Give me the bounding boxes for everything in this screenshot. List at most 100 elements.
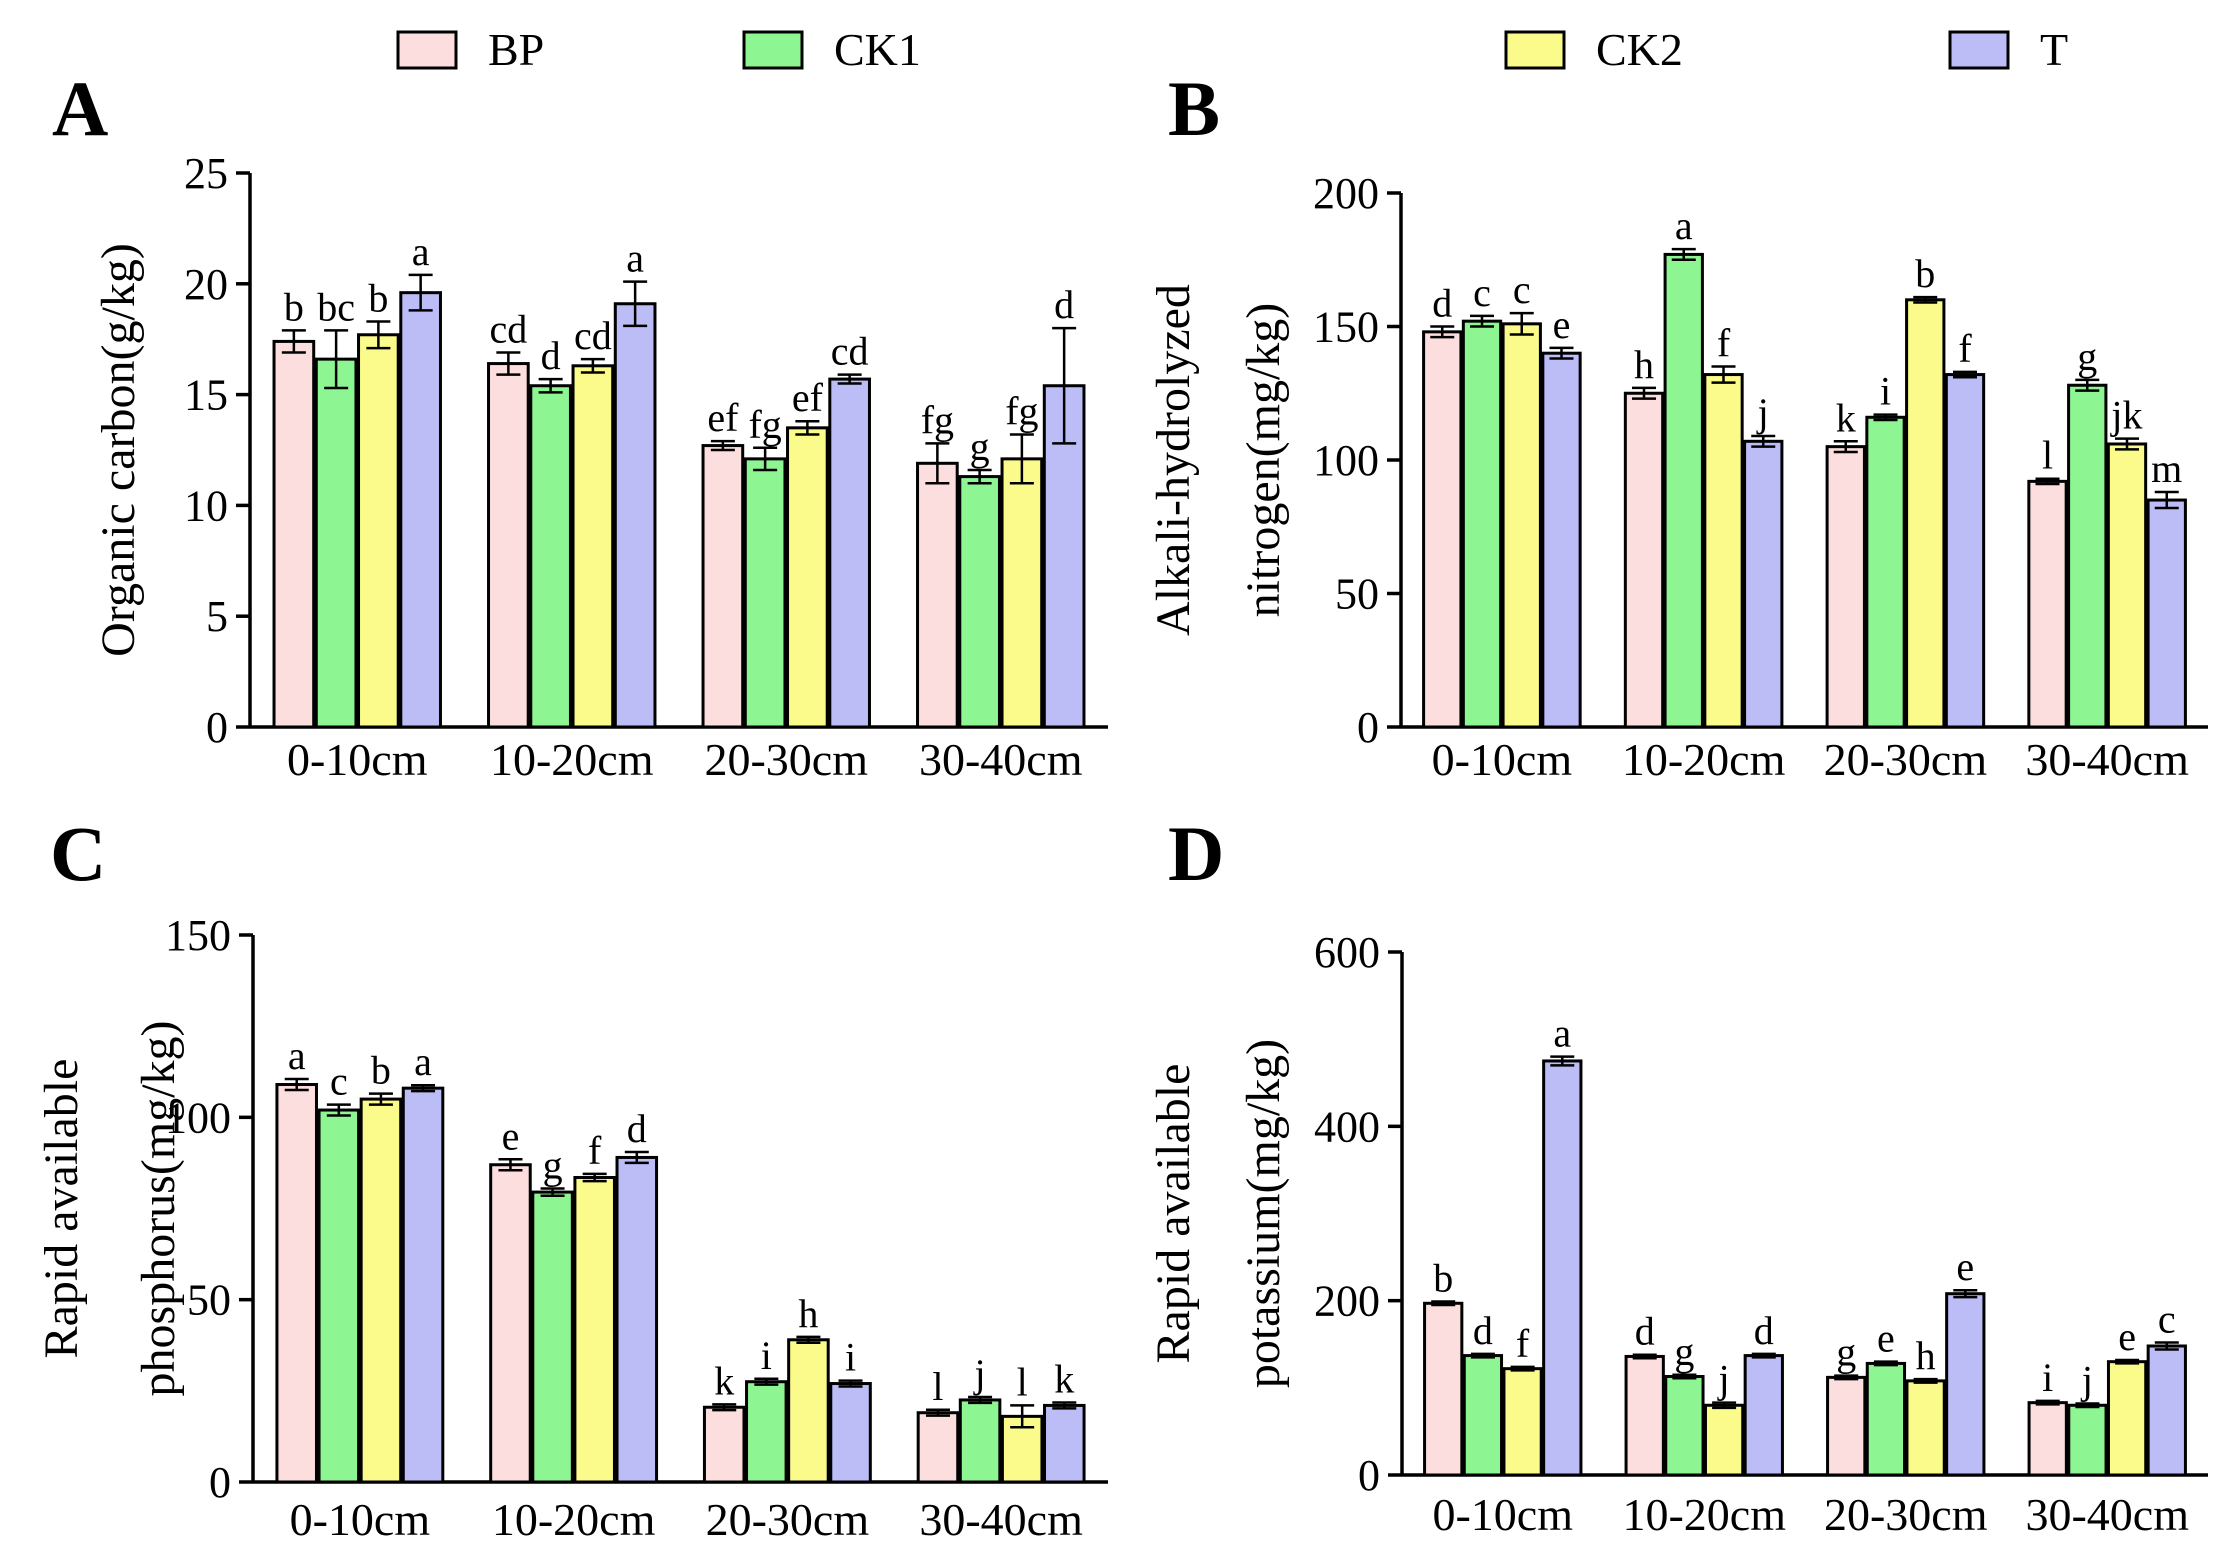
significance-label: e [2118,1314,2136,1359]
significance-label: g [1674,1329,1694,1374]
y-tick-label: 0 [1358,1451,1380,1500]
significance-label: l [1017,1359,1028,1404]
bar-bp [275,1083,318,1484]
bar-t [401,1086,445,1484]
significance-label: g [1836,1330,1856,1375]
panel-letter-c: C [50,810,106,897]
significance-label: m [2151,446,2182,491]
bar-ck1 [1663,252,1704,729]
bar-bp [916,461,959,729]
bar-ck2 [1000,457,1044,729]
y-axis-title: Alkali-hydrolyzed [1147,284,1200,636]
significance-label: f [1516,1321,1530,1366]
y-tick-label: 15 [184,371,228,420]
bar-t [2146,1344,2187,1477]
bar-bp [1826,1375,1867,1477]
significance-label: k [1054,1357,1074,1402]
legend-swatch-ck2 [1504,30,1566,70]
y-tick-label: 400 [1314,1102,1380,1151]
x-category-label: 20-30cm [704,734,868,785]
bar-ck2 [573,1176,616,1484]
x-category-label: 30-40cm [919,1494,1083,1545]
significance-label: k [714,1358,734,1403]
significance-label: jk [2109,393,2142,438]
x-category-label: 10-20cm [1622,1489,1786,1540]
panel-letter-d: D [1168,810,1224,897]
y-tick-label: 0 [206,703,228,752]
y-axis-title: Rapid available [1147,1064,1200,1364]
x-category-label: 0-10cm [1432,1489,1573,1540]
x-category-label: 0-10cm [287,734,428,785]
y-tick-label: 50 [1335,570,1379,619]
significance-label: j [973,1351,986,1396]
bar-ck1 [958,1398,1002,1484]
bar-bp [2027,1401,2068,1477]
significance-label: g [970,424,990,469]
bar-ck2 [359,1097,403,1484]
significance-label: e [1877,1316,1895,1361]
significance-label: e [1956,1244,1974,1289]
bar-ck1 [743,457,787,729]
bar-t [615,1155,659,1484]
bar-ck2 [1703,373,1744,729]
bar-ck1 [1461,319,1503,729]
x-category-label: 0-10cm [290,1494,431,1545]
x-category-label: 20-30cm [1824,1489,1988,1540]
bar-ck1 [1664,1375,1705,1477]
significance-label: j [1717,1357,1730,1402]
bar-bp [916,1411,960,1484]
bar-t [1945,1292,1986,1477]
bar-ck1 [1462,1354,1504,1477]
bar-ck2 [1905,298,1946,729]
bar-bp [701,444,745,729]
bar-t [1542,1059,1583,1477]
x-category-label: 30-40cm [919,734,1083,785]
significance-label: i [845,1335,856,1380]
significance-label: d [1054,282,1074,327]
bar-t [2146,498,2187,729]
y-axis-title: nitrogen(mg/kg) [1237,303,1290,618]
bar-ck2 [1905,1379,1946,1477]
significance-label: b [1915,251,1935,296]
bar-bp [702,1405,746,1484]
y-tick-label: 100 [1313,436,1379,485]
panel-d: D 0 200 400 600 Rapid available potassium(mg/k… [1147,810,2208,1540]
significance-label: l [2042,433,2053,478]
significance-label: a [412,229,430,274]
significance-label: g [543,1142,563,1187]
significance-label: c [330,1059,348,1104]
bar-t [1043,1403,1086,1484]
significance-label: b [1433,1256,1453,1301]
y-tick-label: 200 [1313,169,1379,218]
y-tick-label: 10 [184,481,228,530]
bar-t [828,377,871,729]
significance-label: b [371,1048,391,1093]
bar-bp [1623,391,1665,729]
bar-t [399,291,442,729]
bar-t [1541,351,1582,729]
bar-bp [489,1163,532,1484]
significance-label: d [1635,1309,1655,1354]
bar-ck1 [2067,1403,2108,1477]
bar-bp [1624,1354,1665,1477]
bar-bp [272,339,316,729]
bar-ck1 [529,384,572,729]
significance-label: c [1513,267,1531,312]
y-tick-label: 100 [165,1093,231,1142]
y-tick-label: 150 [165,911,231,960]
significance-label: fg [1005,388,1038,433]
significance-label: fg [921,397,954,442]
x-category-label: 10-20cm [1622,734,1786,785]
significance-label: b [284,284,304,329]
bar-t [613,302,657,729]
y-tick-label: 0 [209,1458,231,1507]
bar-t [1743,1354,1784,1477]
significance-label: d [1754,1308,1774,1353]
y-axis-title: Organic carbon(g/kg) [92,243,145,657]
panel-b: B 0 50 100 150 200 Alkali-hydrolyzed nitrogen(m… [1147,65,2208,785]
significance-label: l [932,1364,943,1409]
legend-swatch-t [1948,30,2010,70]
significance-label: i [2042,1355,2053,1400]
bar-ck1 [2067,383,2108,729]
